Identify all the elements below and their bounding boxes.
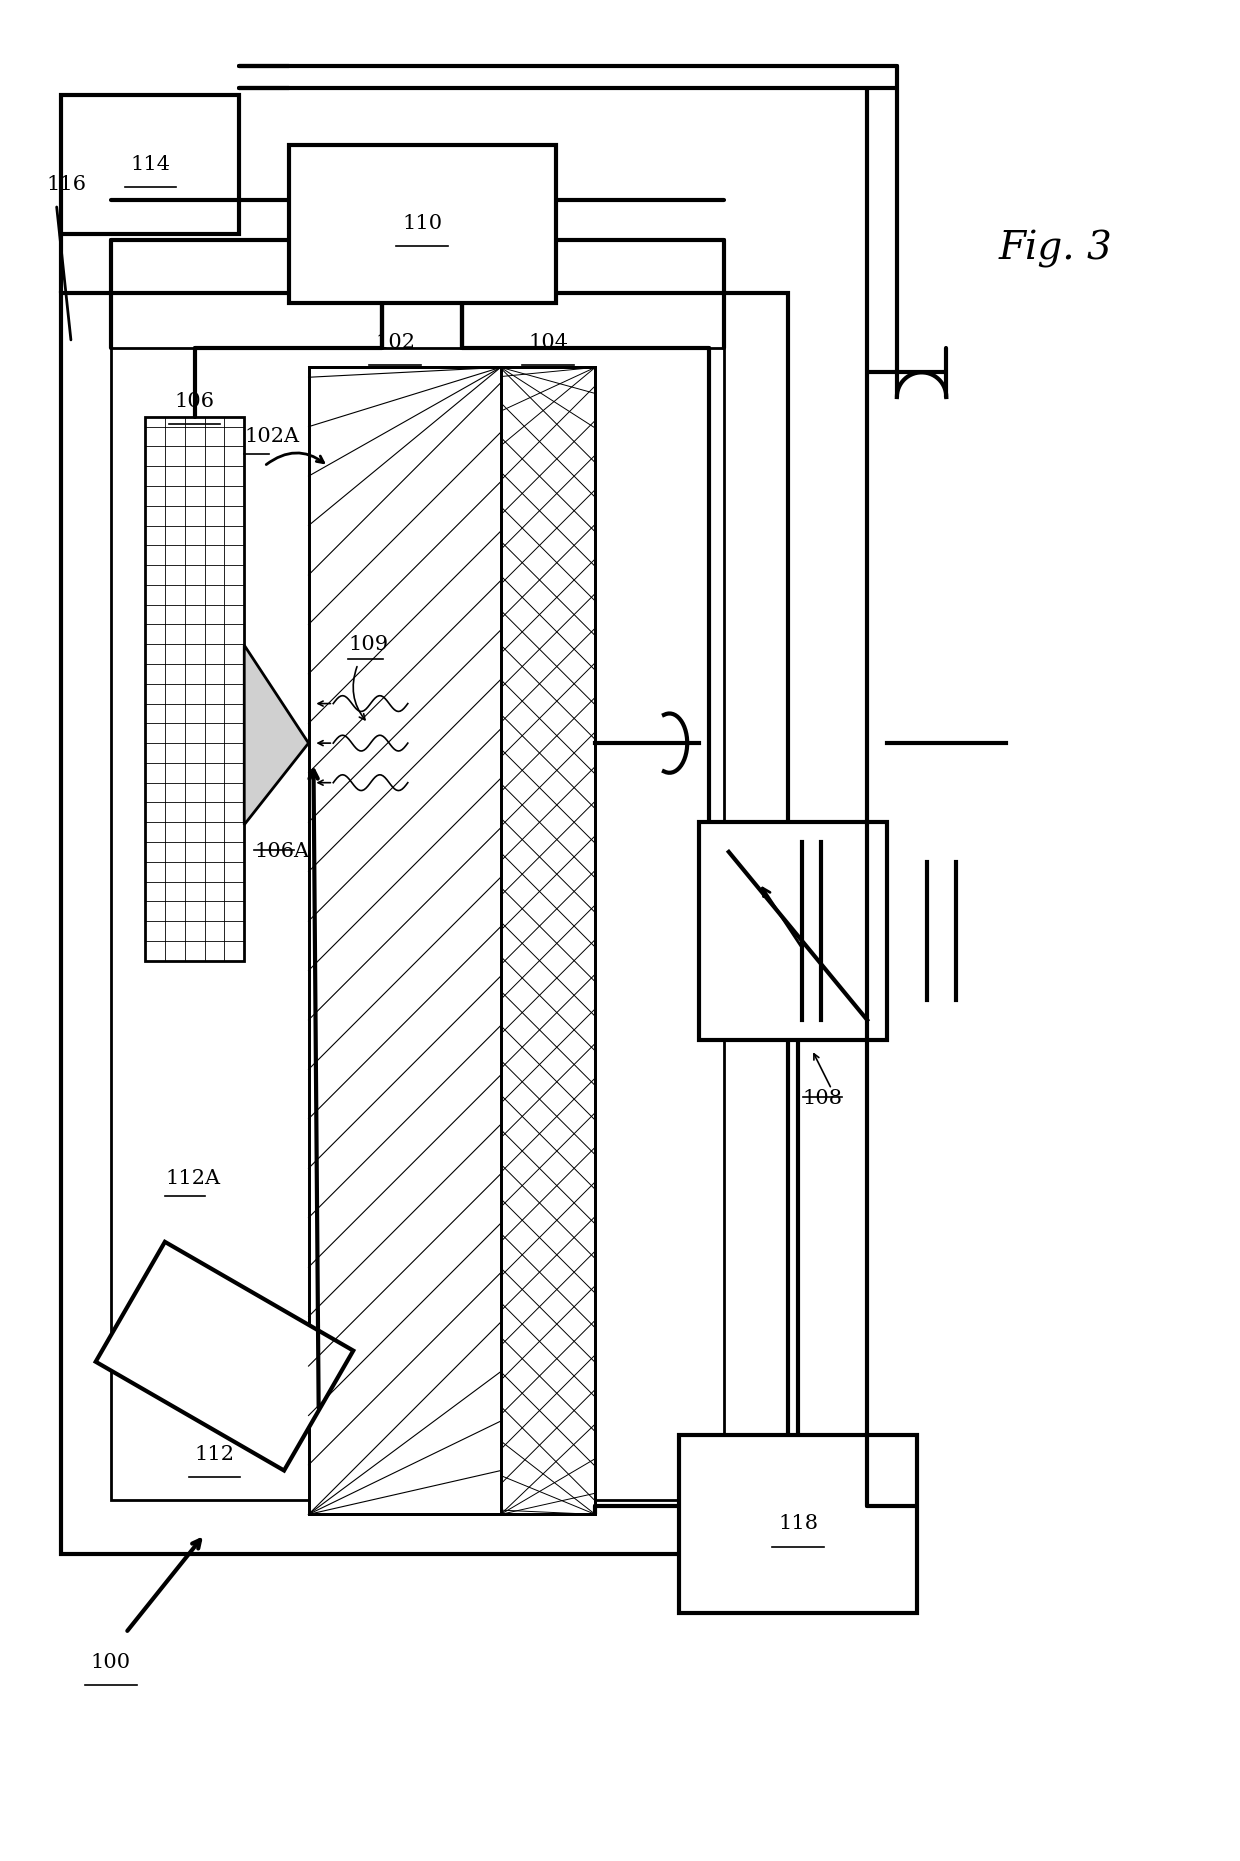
Text: Fig. 3: Fig. 3 (998, 229, 1112, 268)
Bar (309, 367, 595, 1515)
Text: 109: 109 (348, 635, 388, 653)
Bar (501, 367, 595, 1515)
Text: 110: 110 (402, 214, 443, 233)
Text: 118: 118 (777, 1515, 818, 1533)
Bar (501, 367, 595, 1515)
Text: 102A: 102A (244, 428, 299, 447)
Text: 114: 114 (130, 154, 170, 173)
Bar (289, 145, 556, 303)
Text: 108: 108 (804, 1089, 843, 1107)
Bar (145, 417, 244, 960)
Text: 116: 116 (46, 175, 87, 194)
Text: 112A: 112A (165, 1169, 221, 1187)
Bar (61, 95, 239, 234)
Polygon shape (244, 646, 309, 824)
Polygon shape (95, 1241, 353, 1470)
Bar (699, 823, 887, 1040)
Text: 100: 100 (91, 1653, 131, 1671)
Text: 106A: 106A (254, 841, 309, 862)
Text: 104: 104 (528, 333, 568, 352)
Bar (110, 348, 724, 1500)
Bar (680, 1435, 916, 1613)
Bar (61, 294, 789, 1554)
Bar (309, 367, 595, 1515)
Text: 106: 106 (175, 393, 215, 411)
Text: 102: 102 (374, 333, 415, 352)
Text: 112: 112 (195, 1446, 234, 1465)
